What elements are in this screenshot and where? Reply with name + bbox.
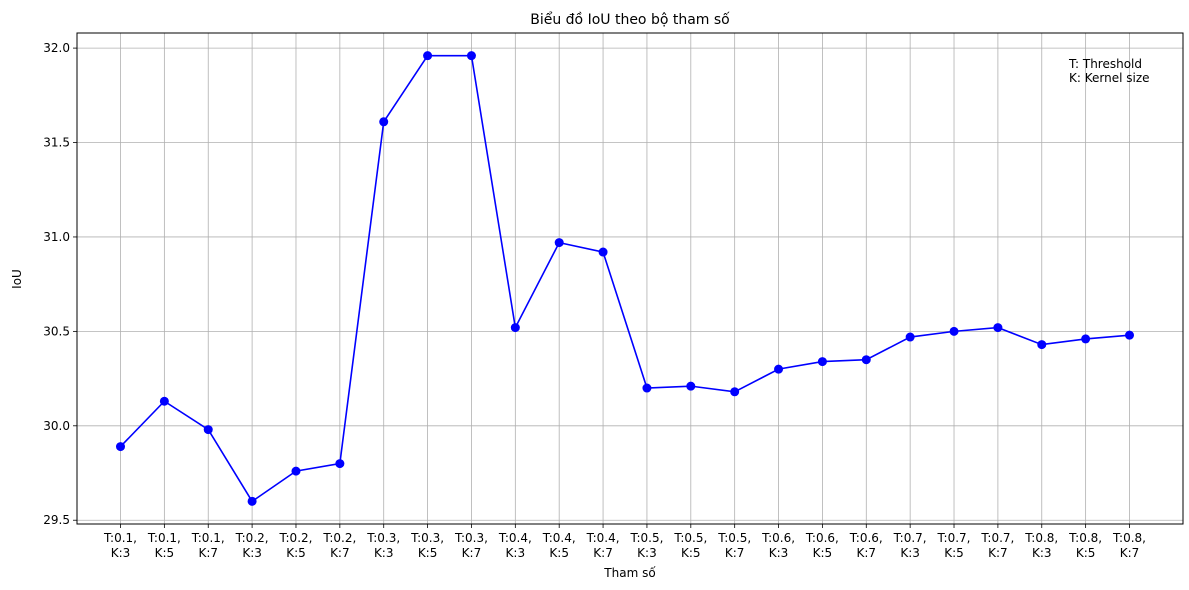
series-line bbox=[119, 54, 1130, 503]
y-tick-label: 31.5 bbox=[43, 136, 70, 150]
annotation-line: K: Kernel size bbox=[1069, 71, 1150, 85]
x-tick-label: T:0.2, K:3 bbox=[235, 531, 269, 560]
chart-title: Biểu đồ IoU theo bộ tham số bbox=[530, 11, 730, 28]
x-tick-label: T:0.6, K:7 bbox=[849, 531, 883, 560]
data-point bbox=[642, 383, 652, 393]
x-tick-label: T:0.8, K:7 bbox=[1112, 531, 1146, 560]
x-tick-label: T:0.2, K:5 bbox=[279, 531, 313, 560]
y-axis-title: IoU bbox=[10, 269, 24, 289]
annotation-line: T: Threshold bbox=[1068, 57, 1142, 71]
x-tick-label: T:0.1, K:3 bbox=[103, 531, 137, 560]
y-tick-label: 29.5 bbox=[43, 513, 70, 527]
data-point bbox=[1037, 340, 1047, 350]
x-tick-label: T:0.5, K:3 bbox=[629, 531, 663, 560]
data-point bbox=[510, 323, 520, 333]
x-tick-label: T:0.3, K:3 bbox=[366, 531, 400, 560]
data-point bbox=[1125, 330, 1134, 340]
data-point bbox=[203, 425, 213, 435]
x-tick-label: T:0.8, K:3 bbox=[1024, 531, 1058, 560]
x-tick-label: T:0.8, K:5 bbox=[1068, 531, 1102, 560]
y-tick-label: 30.5 bbox=[43, 324, 70, 338]
x-tick-label: T:0.2, K:7 bbox=[322, 531, 356, 560]
data-point bbox=[247, 496, 257, 506]
x-tick-label: T:0.5, K:7 bbox=[717, 531, 751, 560]
x-tick-label: T:0.7, K:5 bbox=[937, 531, 971, 560]
x-tick-label: T:0.1, K:5 bbox=[147, 531, 181, 560]
series-layer bbox=[116, 51, 1134, 506]
y-tick-label: 31.0 bbox=[43, 230, 70, 244]
x-tick-label: T:0.6, K:3 bbox=[761, 531, 795, 560]
x-tick-label: T:0.5, K:5 bbox=[673, 531, 707, 560]
plot-frame bbox=[76, 32, 1184, 525]
data-point bbox=[993, 323, 1003, 333]
x-tick-label: T:0.7, K:3 bbox=[893, 531, 927, 560]
x-tick-label: T:0.7, K:7 bbox=[980, 531, 1014, 560]
data-point bbox=[817, 357, 827, 367]
data-point bbox=[1081, 334, 1091, 344]
x-tick-label: T:0.4, K:3 bbox=[498, 531, 532, 560]
data-point bbox=[291, 466, 301, 476]
data-point bbox=[774, 364, 784, 374]
data-point bbox=[686, 381, 696, 391]
data-point bbox=[379, 117, 389, 127]
data-point bbox=[466, 51, 476, 61]
grid-lines bbox=[77, 33, 1183, 524]
x-axis-title: Tham số bbox=[603, 566, 656, 580]
data-point bbox=[423, 51, 433, 61]
data-point bbox=[949, 326, 959, 336]
x-tick-label: T:0.4, K:5 bbox=[542, 531, 576, 560]
x-tick-label: T:0.3, K:7 bbox=[454, 531, 488, 560]
x-tick-label: T:0.1, K:7 bbox=[191, 531, 225, 560]
y-tick-label: 32.0 bbox=[43, 41, 70, 55]
data-point bbox=[116, 442, 125, 452]
data-point bbox=[730, 387, 740, 397]
x-tick-label: T:0.6, K:5 bbox=[805, 531, 839, 560]
x-tick-label: T:0.3, K:5 bbox=[410, 531, 444, 560]
y-axis-ticks: 29.5 30.0 30.5 31.0 31.5 32.0 bbox=[43, 41, 77, 527]
data-point bbox=[335, 459, 345, 469]
data-point bbox=[598, 247, 608, 257]
data-point bbox=[861, 355, 871, 365]
x-axis-ticks: T:0.1, K:3 T:0.1, K:5 T:0.1, K:7 T:0.2, K:3 T:0.… bbox=[103, 524, 1146, 560]
data-point bbox=[159, 396, 169, 406]
data-point bbox=[554, 238, 564, 248]
data-point bbox=[905, 332, 915, 342]
y-tick-label: 30.0 bbox=[43, 419, 70, 433]
x-tick-label: T:0.4, K:7 bbox=[586, 531, 620, 560]
